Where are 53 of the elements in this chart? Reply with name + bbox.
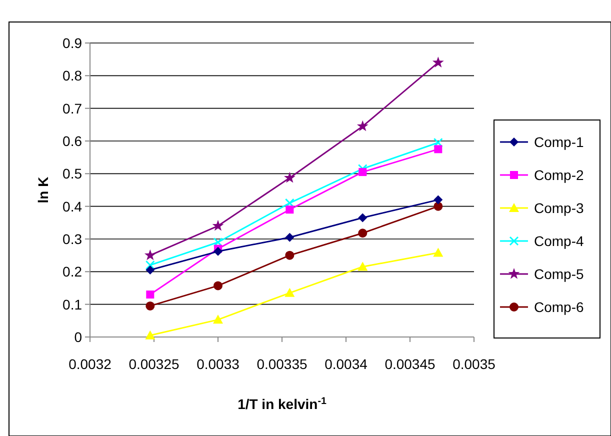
legend-label: Comp-3 bbox=[534, 200, 584, 216]
legend-label: Comp-5 bbox=[534, 266, 584, 282]
y-tick-label: 0.4 bbox=[62, 198, 82, 214]
x-axis-title: 1/T in kelvin$^{-1}$ bbox=[238, 396, 327, 412]
x-tick-label: 0.00325 bbox=[128, 356, 180, 372]
x-tick-label: 0.0034 bbox=[324, 356, 368, 372]
point bbox=[286, 206, 294, 214]
x-tick-label: 0.00335 bbox=[256, 356, 308, 372]
point bbox=[145, 330, 156, 340]
point bbox=[358, 228, 368, 238]
y-tick-label: 0.6 bbox=[62, 133, 82, 149]
x-tick-label: 0.0032 bbox=[68, 356, 112, 372]
y-tick-label: 0.2 bbox=[62, 264, 82, 280]
y-axis-title: ln K bbox=[35, 176, 51, 204]
point bbox=[213, 238, 223, 248]
legend-label: Comp-6 bbox=[534, 299, 584, 315]
x-tick-label: 0.0035 bbox=[452, 356, 496, 372]
point bbox=[285, 232, 294, 242]
point bbox=[434, 195, 443, 204]
y-tick-label: 0.1 bbox=[62, 296, 82, 312]
point bbox=[214, 281, 222, 290]
y-tick-label: 0.9 bbox=[62, 35, 82, 51]
y-tick-label: 0.5 bbox=[62, 166, 82, 182]
y-tick-label: 0 bbox=[74, 329, 82, 345]
point bbox=[284, 198, 294, 208]
point bbox=[146, 266, 155, 275]
x-tick-label: 0.00345 bbox=[384, 356, 436, 372]
legend-label: Comp-2 bbox=[534, 167, 584, 183]
point bbox=[434, 145, 442, 154]
point bbox=[433, 138, 443, 148]
point bbox=[433, 248, 444, 257]
point bbox=[358, 164, 368, 174]
legend-label: Comp-1 bbox=[534, 134, 584, 150]
point bbox=[145, 260, 155, 270]
point bbox=[358, 262, 368, 271]
point bbox=[144, 249, 156, 260]
point bbox=[213, 314, 223, 324]
point bbox=[356, 120, 368, 132]
y-tick-label: 0.7 bbox=[62, 100, 82, 116]
point bbox=[212, 220, 224, 231]
point bbox=[358, 213, 368, 222]
point bbox=[284, 288, 295, 297]
point bbox=[358, 168, 367, 176]
point bbox=[432, 56, 444, 68]
x-tick-label: 0.0033 bbox=[196, 356, 240, 372]
point bbox=[284, 172, 296, 183]
point bbox=[146, 290, 154, 299]
point bbox=[214, 246, 222, 256]
legend-label: Comp-4 bbox=[534, 233, 584, 249]
y-tick-label: 0.8 bbox=[62, 68, 82, 84]
point bbox=[146, 301, 155, 310]
point bbox=[285, 250, 294, 260]
y-tick-label: 0.3 bbox=[62, 231, 82, 247]
